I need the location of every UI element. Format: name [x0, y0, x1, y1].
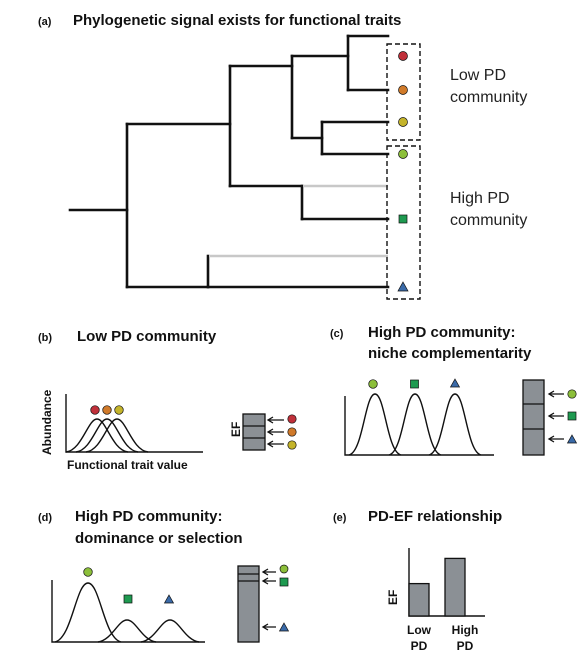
panel-d-ef-bar — [237, 565, 260, 643]
panel-d-title-line1: High PD community: — [75, 508, 223, 525]
panel-c-title-line2: niche complementarity — [368, 345, 532, 362]
bar-high-label-line1: High — [452, 623, 479, 637]
tip-circle-light_green — [398, 149, 408, 159]
low-pd-box — [386, 43, 421, 141]
panel-e-ylabel: EF — [386, 590, 400, 605]
panel-c-title-line1: High PD community: — [368, 324, 516, 341]
high-pd-label-line2: community — [450, 212, 527, 229]
panel-e-title: PD-EF relationship — [368, 508, 502, 525]
blue-triangle-marker — [163, 594, 175, 604]
panel-d-axes — [51, 580, 205, 643]
panel-d-label: (d) — [38, 512, 52, 524]
panel-e-label: (e) — [333, 512, 347, 524]
panel-c-axes — [344, 396, 494, 456]
panel-c: (c) High PD community: niche complementa… — [330, 324, 578, 456]
tip-circle-orange — [398, 85, 408, 95]
green-square-marker — [123, 594, 133, 604]
lightgreen-circle-marker — [368, 379, 378, 389]
panel-a: (a) Phylogenetic signal exists for funct… — [38, 12, 527, 300]
panel-d-arrows — [261, 568, 276, 631]
blue-triangle-marker — [449, 378, 461, 388]
panel-b-ylabel: Abundance — [40, 389, 54, 455]
panel-d-curves — [54, 582, 200, 643]
panel-b-xlabel: Functional trait value — [67, 458, 188, 472]
panel-b-curves — [65, 418, 149, 453]
panel-b-ef-bar — [242, 413, 266, 451]
panel-a-title: Phylogenetic signal exists for functiona… — [73, 12, 401, 29]
red-circle-marker — [90, 405, 100, 415]
bar-low-pd — [408, 582, 430, 617]
panel-d: (d) High PD community: dominance or sele… — [38, 508, 290, 643]
panel-b-ef-label: EF — [229, 422, 243, 437]
high-pd-label-line1: High PD — [450, 190, 510, 207]
tip-circle-red — [398, 51, 408, 61]
panel-c-label: (c) — [330, 328, 344, 340]
low-pd-label-line2: community — [450, 89, 527, 106]
tip-square-green — [398, 214, 408, 224]
lightgreen-circle-marker — [83, 567, 93, 577]
panel-b-arrows — [266, 416, 284, 448]
high-pd-box — [386, 145, 421, 300]
panel-e: (e) PD-EF relationship EF Low PD High PD — [333, 508, 502, 653]
bar-low-label-line2: PD — [411, 639, 428, 653]
panel-c-ef-bar — [522, 379, 545, 456]
panel-b: (b) Low PD community Abundance Functiona… — [38, 328, 297, 472]
panel-d-title-line2: dominance or selection — [75, 530, 243, 547]
panel-c-curves — [348, 393, 482, 456]
panel-b-axes — [65, 394, 203, 453]
bar-low-label-line1: Low — [407, 623, 432, 637]
panel-a-label: (a) — [38, 16, 52, 28]
phylogenetic-tree — [68, 34, 390, 289]
tip-circle-yellow_green — [398, 117, 408, 127]
bar-high-label-line2: PD — [457, 639, 474, 653]
panel-c-arrows — [547, 390, 564, 443]
panel-e-bars — [408, 557, 466, 617]
panel-b-label: (b) — [38, 332, 52, 344]
green-square-marker — [410, 379, 419, 389]
panel-b-title: Low PD community — [77, 328, 217, 345]
low-pd-label-line1: Low PD — [450, 67, 506, 84]
yellow-circle-marker — [114, 405, 124, 415]
tip-triangle-blue — [397, 281, 409, 292]
bar-high-pd — [444, 557, 466, 617]
tree-tip-markers — [397, 51, 409, 292]
orange-circle-marker — [102, 405, 112, 415]
